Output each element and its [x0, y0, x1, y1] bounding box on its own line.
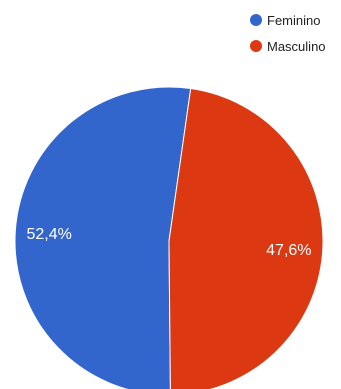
pie-slice-masculino[interactable] [168, 87, 324, 389]
legend-label-feminino: Feminino [267, 13, 320, 28]
legend-swatch-masculino [250, 40, 262, 52]
legend-item-masculino[interactable]: Masculino [250, 39, 326, 54]
legend-swatch-feminino [250, 14, 262, 26]
pie-slice-feminino[interactable] [14, 86, 192, 389]
pie-slices [14, 86, 324, 389]
legend-item-feminino[interactable]: Feminino [250, 13, 320, 28]
slice-label-masculino: 47,6% [266, 242, 311, 259]
slice-label-feminino: 52,4% [26, 226, 71, 243]
pie-slice-labels: 52,4% 47,6% [26, 226, 311, 259]
legend: Feminino Masculino [250, 13, 326, 54]
legend-label-masculino: Masculino [267, 39, 326, 54]
